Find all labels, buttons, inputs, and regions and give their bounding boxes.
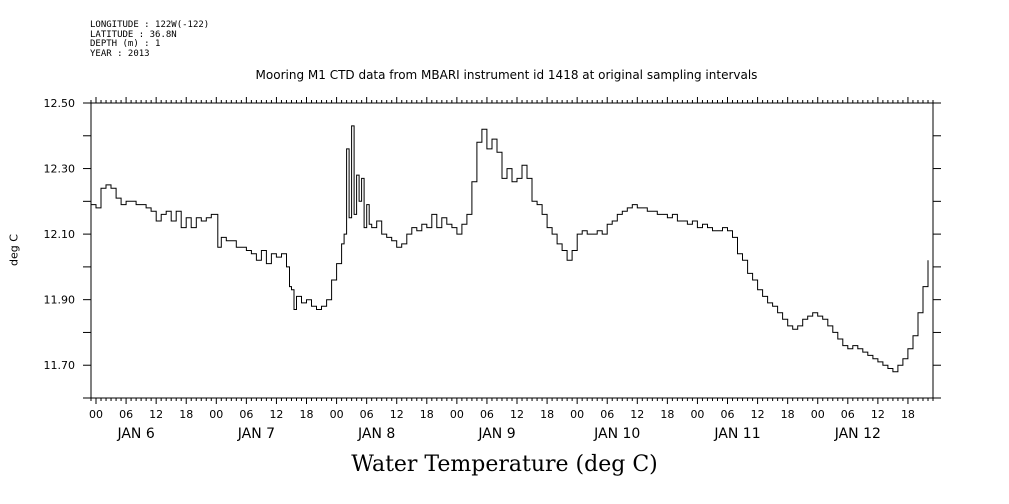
x-tick-label: 18 bbox=[660, 408, 674, 421]
y-tick-label: 11.70 bbox=[44, 359, 76, 372]
x-axis-label: Water Temperature (deg C) bbox=[351, 452, 658, 477]
x-tick-label: 18 bbox=[781, 408, 795, 421]
x-tick-label: 18 bbox=[300, 408, 314, 421]
x-tick-label: 18 bbox=[901, 408, 915, 421]
x-tick-label: 06 bbox=[480, 408, 494, 421]
chart-title: Mooring M1 CTD data from MBARI instrumen… bbox=[255, 68, 758, 82]
x-tick-label: 12 bbox=[630, 408, 644, 421]
x-tick-label: 12 bbox=[269, 408, 283, 421]
x-tick-label: 06 bbox=[239, 408, 253, 421]
x-day-label: JAN 7 bbox=[237, 426, 275, 442]
tick-labels: 00 06 12 18 00 06 12 18 00 06 12 18 00 06 12 18 00 06 12 18… bbox=[44, 97, 915, 442]
x-day-label: JAN 6 bbox=[116, 426, 154, 442]
x-tick-label: 12 bbox=[149, 408, 163, 421]
x-tick-label: 06 bbox=[119, 408, 133, 421]
x-tick-label: 06 bbox=[721, 408, 735, 421]
x-tick-label: 12 bbox=[751, 408, 765, 421]
x-tick-label: 06 bbox=[360, 408, 374, 421]
x-tick-label: 00 bbox=[570, 408, 584, 421]
plot-frame bbox=[90, 102, 934, 399]
meta-depth: DEPTH (m) : 1 bbox=[90, 39, 161, 49]
x-tick-label: 00 bbox=[209, 408, 223, 421]
series-line-water-temperature bbox=[91, 125, 929, 373]
x-tick-label: 18 bbox=[540, 408, 554, 421]
x-day-label: JAN 11 bbox=[713, 426, 760, 442]
x-tick-label: 12 bbox=[390, 408, 404, 421]
x-day-label: JAN 12 bbox=[834, 426, 881, 442]
x-day-label: JAN 8 bbox=[357, 426, 395, 442]
meta-year: YEAR : 2013 bbox=[90, 48, 150, 59]
y-tick-label: 12.10 bbox=[44, 228, 76, 241]
x-day-label: JAN 10 bbox=[593, 426, 640, 442]
x-tick-label: 18 bbox=[179, 408, 193, 421]
y-tick-label: 12.50 bbox=[44, 97, 76, 110]
x-tick-label: 00 bbox=[89, 408, 103, 421]
metadata-block: LONGITUDE : 122W(-122) LATITUDE : 36.8N … bbox=[90, 20, 210, 59]
x-day-label: JAN 9 bbox=[477, 426, 515, 442]
x-tick-label: 06 bbox=[841, 408, 855, 421]
y-tick-label: 12.30 bbox=[44, 163, 76, 176]
meta-latitude: LATITUDE : 36.8N bbox=[90, 29, 177, 40]
x-tick-label: 00 bbox=[330, 408, 344, 421]
x-tick-label: 18 bbox=[420, 408, 434, 421]
x-tick-label: 00 bbox=[690, 408, 704, 421]
meta-longitude: LONGITUDE : 122W(-122) bbox=[90, 20, 210, 30]
x-tick-label: 00 bbox=[450, 408, 464, 421]
x-tick-label: 12 bbox=[510, 408, 524, 421]
x-tick-label: 12 bbox=[871, 408, 885, 421]
y-tick-label: 11.90 bbox=[44, 294, 76, 307]
axis-ticks bbox=[83, 97, 941, 404]
x-tick-label: 06 bbox=[600, 408, 614, 421]
x-tick-label: 00 bbox=[811, 408, 825, 421]
